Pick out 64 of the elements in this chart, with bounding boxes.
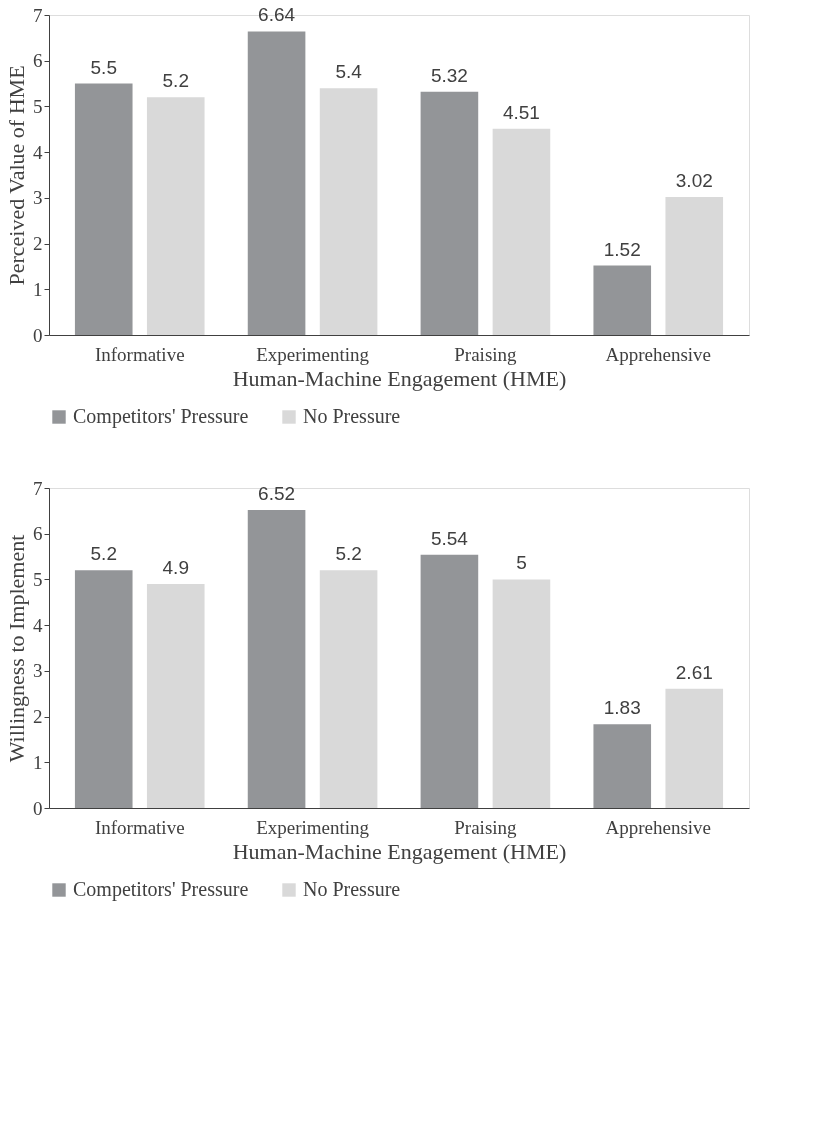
data-label: 4.51 — [502, 101, 540, 123]
data-label: 5.5 — [90, 56, 117, 78]
data-label: 4.9 — [162, 557, 189, 578]
bar — [665, 196, 724, 335]
y-tick-label: 2 — [33, 706, 43, 728]
data-label: 5.32 — [430, 64, 468, 86]
y-tick-label: 6 — [33, 50, 43, 72]
bar — [492, 579, 551, 808]
data-label: 5.2 — [90, 543, 117, 565]
bar — [146, 584, 205, 808]
y-tick-label: 1 — [33, 751, 43, 773]
x-axis-title: Human-Machine Engagement (HME) — [232, 365, 567, 391]
data-label: 1.52 — [603, 238, 641, 260]
y-tick-label: 0 — [33, 324, 43, 346]
y-tick-label: 1 — [33, 278, 43, 300]
data-label: 5 — [516, 552, 527, 574]
x-tick-label: Informative — [94, 816, 185, 838]
data-label: 3.02 — [675, 169, 713, 191]
bar — [74, 570, 133, 808]
x-tick-label: Praising — [454, 816, 518, 838]
bar — [665, 688, 724, 808]
legend-label: Competitors' Pressure — [73, 405, 249, 428]
y-tick-label: 4 — [33, 141, 43, 163]
y-axis-title: Perceived Value of HME — [4, 65, 29, 286]
y-tick-label: 7 — [33, 4, 43, 26]
y-tick-label: 4 — [33, 614, 43, 636]
y-tick-label: 3 — [33, 660, 43, 682]
y-tick-label: 2 — [33, 233, 43, 255]
x-axis-title: Human-Machine Engagement (HME) — [232, 838, 567, 864]
bar — [247, 31, 306, 335]
bar — [74, 83, 133, 335]
data-label: 5.4 — [335, 61, 363, 83]
x-tick-label: Apprehensive — [605, 343, 712, 365]
y-tick-label: 7 — [33, 477, 43, 499]
bar — [420, 554, 479, 808]
data-label: 6.64 — [258, 4, 296, 26]
x-tick-label: Informative — [94, 343, 185, 365]
x-tick-label: Praising — [454, 343, 518, 365]
bar — [420, 91, 479, 335]
legend-label: No Pressure — [303, 878, 401, 900]
bar — [146, 97, 205, 335]
y-tick-label: 5 — [33, 568, 43, 590]
y-axis-title: Willingness to Implement — [4, 534, 29, 763]
y-tick-label: 0 — [33, 797, 43, 819]
data-label: 5.2 — [162, 70, 189, 92]
bar — [492, 128, 551, 335]
data-label: 1.83 — [603, 697, 641, 719]
y-tick-label: 3 — [33, 187, 43, 209]
x-tick-label: Apprehensive — [605, 816, 712, 838]
bar — [593, 265, 652, 335]
x-tick-label: Experimenting — [256, 343, 370, 365]
legend-label: No Pressure — [303, 405, 401, 427]
bar — [593, 724, 652, 808]
data-label: 2.61 — [675, 661, 713, 683]
data-label: 6.52 — [258, 482, 296, 504]
x-tick-label: Experimenting — [256, 816, 370, 838]
y-tick-label: 6 — [33, 523, 43, 545]
data-label: 5.2 — [335, 543, 362, 565]
bar — [319, 570, 378, 808]
data-label: 5.54 — [430, 527, 469, 549]
bar — [319, 88, 378, 335]
y-tick-label: 5 — [33, 95, 43, 117]
legend-label: Competitors' Pressure — [73, 878, 249, 901]
bar — [247, 509, 306, 808]
